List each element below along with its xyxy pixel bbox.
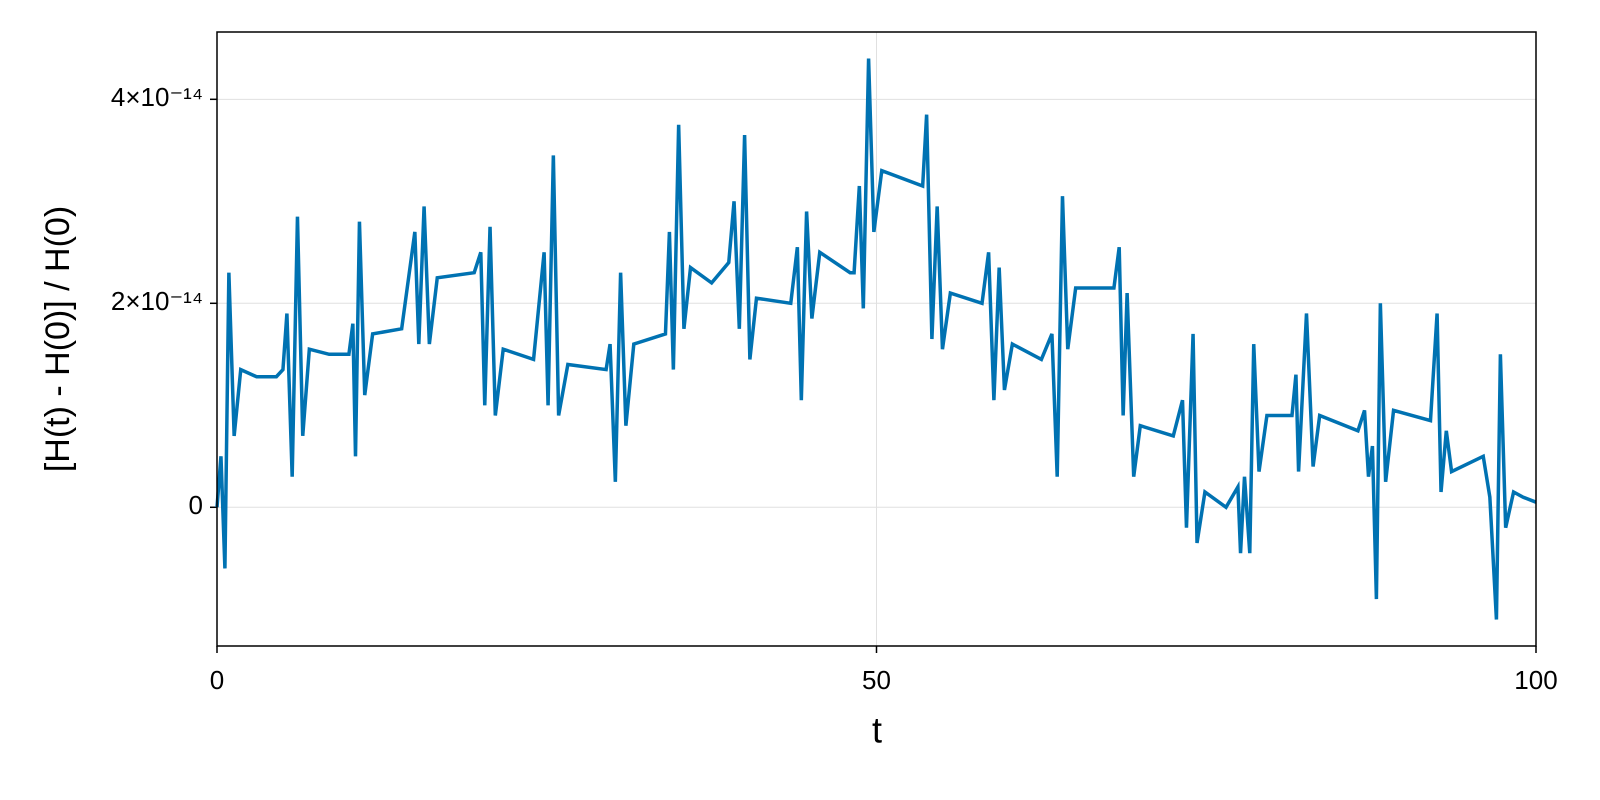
x-axis-label: t — [872, 710, 882, 751]
data-line — [215, 58, 1537, 620]
y-tick-label: 4×10⁻¹⁴ — [111, 82, 203, 112]
x-tick-label: 0 — [210, 665, 224, 695]
x-tick-label: 100 — [1514, 665, 1557, 695]
y-tick-label: 0 — [189, 490, 203, 520]
x-tick-label: 50 — [862, 665, 891, 695]
plot-frame — [216, 31, 1537, 647]
y-axis-label: [H(t) - H(0)] / H(0) — [39, 206, 77, 472]
y-tick-label: 2×10⁻¹⁴ — [111, 286, 203, 316]
